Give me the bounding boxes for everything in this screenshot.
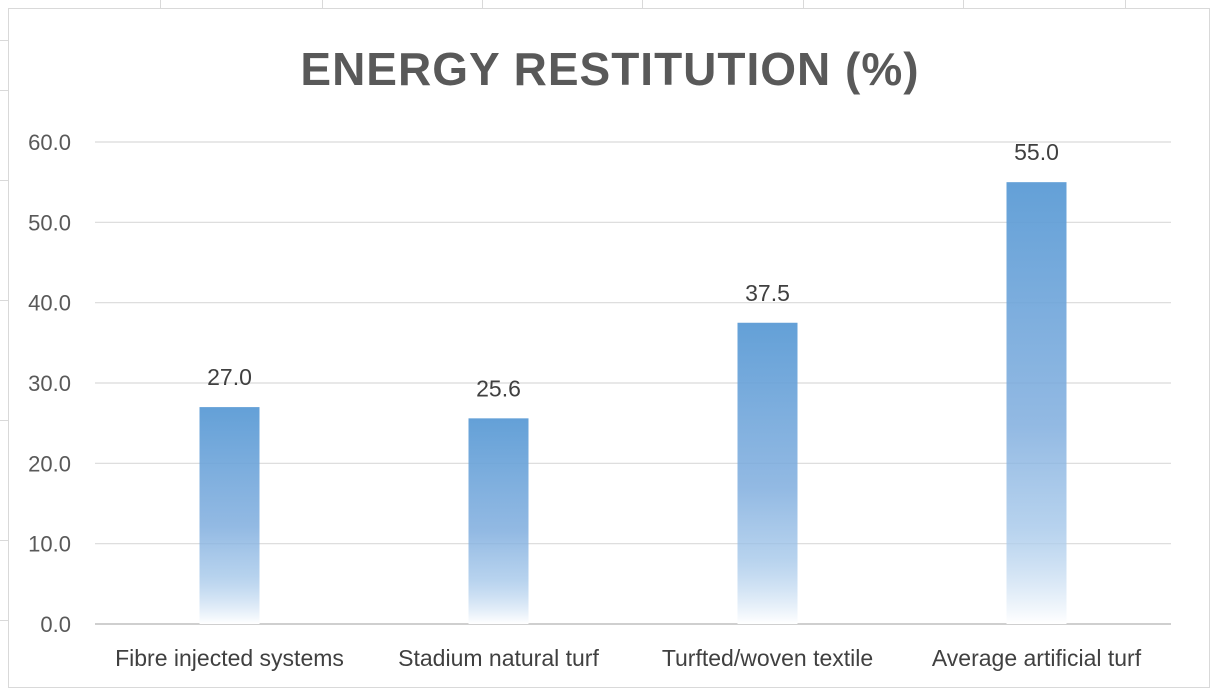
sheet-column-divider [160, 0, 161, 8]
bar[interactable] [468, 418, 529, 624]
y-tick-label: 40.0 [28, 291, 71, 316]
data-label: 25.6 [476, 375, 521, 401]
data-label: 37.5 [745, 280, 790, 306]
x-category-label: Stadium natural turf [398, 645, 599, 671]
x-axis-category-labels: Fibre injected systems Stadium natural tu… [115, 645, 1142, 671]
y-tick-label: 60.0 [28, 130, 71, 155]
sheet-column-divider [963, 0, 964, 8]
sheet-column-divider [482, 0, 483, 8]
data-label: 27.0 [207, 364, 252, 390]
sheet-row-divider [0, 90, 8, 91]
x-category-label: Fibre injected systems [115, 645, 344, 671]
sheet-row-divider [0, 300, 8, 301]
sheet-row-divider [0, 620, 8, 621]
data-labels: 27.0 25.6 37.5 55.0 [207, 139, 1059, 401]
sheet-row-divider [0, 180, 8, 181]
y-tick-label: 10.0 [28, 532, 71, 557]
sheet-column-divider [1125, 0, 1126, 8]
y-tick-label: 0.0 [40, 612, 71, 637]
bars [199, 182, 1067, 624]
sheet-row-divider [0, 40, 8, 41]
sheet-column-divider [803, 0, 804, 8]
data-label: 55.0 [1014, 139, 1059, 165]
gridlines [95, 141, 1171, 625]
y-tick-label: 50.0 [28, 210, 71, 235]
sheet-column-divider [642, 0, 643, 8]
y-tick-label: 30.0 [28, 371, 71, 396]
sheet-column-divider [322, 0, 323, 8]
chart-container[interactable]: ENERGY RESTITUTION (%) 0.0 10.0 20.0 30.0 40… [8, 8, 1210, 688]
bar[interactable] [199, 407, 260, 624]
sheet-row-divider [0, 420, 8, 421]
bar-chart: ENERGY RESTITUTION (%) 0.0 10.0 20.0 30.0 40… [28, 43, 1171, 671]
bar[interactable] [1006, 182, 1067, 624]
bar[interactable] [737, 322, 798, 624]
x-category-label: Turfted/woven textile [662, 645, 873, 671]
sheet-row-divider [0, 540, 8, 541]
x-category-label: Average artificial turf [932, 645, 1142, 671]
y-tick-label: 20.0 [28, 451, 71, 476]
y-axis-tick-labels: 0.0 10.0 20.0 30.0 40.0 50.0 60.0 [28, 130, 71, 637]
chart-title: ENERGY RESTITUTION (%) [300, 43, 919, 95]
